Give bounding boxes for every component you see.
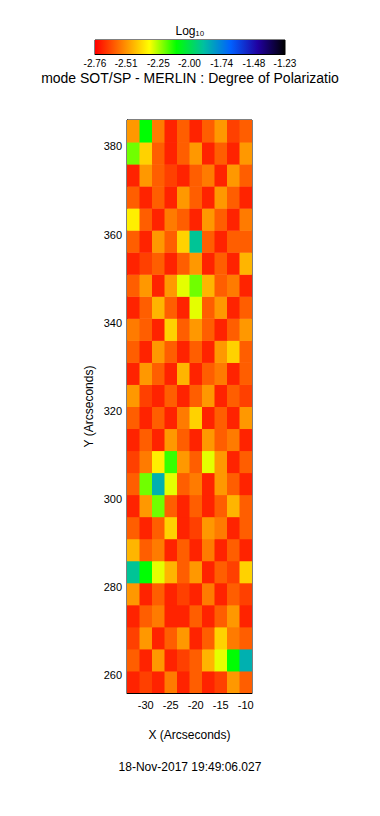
svg-text:X (Arcseconds): X (Arcseconds) [148, 728, 230, 742]
svg-text:300: 300 [104, 493, 122, 505]
svg-text:-1.23: -1.23 [274, 58, 297, 69]
svg-text:260: 260 [104, 669, 122, 681]
svg-text:18-Nov-2017 19:49:06.027: 18-Nov-2017 19:49:06.027 [119, 760, 262, 774]
svg-text:Y (Arcseconds): Y (Arcseconds) [82, 366, 96, 448]
svg-text:-2.51: -2.51 [115, 58, 138, 69]
svg-text:mode SOT/SP - MERLIN : Degree: mode SOT/SP - MERLIN : Degree of Polariz… [41, 70, 339, 86]
svg-text:-25: -25 [163, 699, 179, 711]
svg-text:-10: -10 [238, 699, 254, 711]
svg-text:Log₁₀: Log₁₀ [175, 24, 204, 38]
svg-text:-2.00: -2.00 [178, 58, 201, 69]
svg-text:380: 380 [104, 140, 122, 152]
svg-text:320: 320 [104, 405, 122, 417]
svg-text:280: 280 [104, 581, 122, 593]
svg-text:340: 340 [104, 317, 122, 329]
svg-text:-20: -20 [188, 699, 204, 711]
svg-text:-2.76: -2.76 [84, 58, 107, 69]
svg-text:-15: -15 [213, 699, 229, 711]
svg-text:-1.48: -1.48 [243, 58, 266, 69]
svg-text:-1.74: -1.74 [210, 58, 233, 69]
svg-text:360: 360 [104, 229, 122, 241]
svg-text:-30: -30 [138, 699, 154, 711]
svg-text:-2.25: -2.25 [147, 58, 170, 69]
